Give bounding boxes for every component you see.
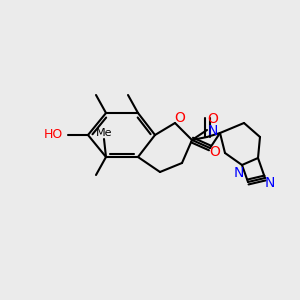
- Text: O: O: [208, 112, 218, 126]
- Text: HO: HO: [44, 128, 63, 142]
- Text: O: O: [210, 145, 220, 159]
- Text: N: N: [234, 166, 244, 180]
- Text: N: N: [208, 124, 218, 138]
- Text: Me: Me: [96, 128, 112, 138]
- Text: O: O: [175, 111, 185, 125]
- Text: N: N: [265, 176, 275, 190]
